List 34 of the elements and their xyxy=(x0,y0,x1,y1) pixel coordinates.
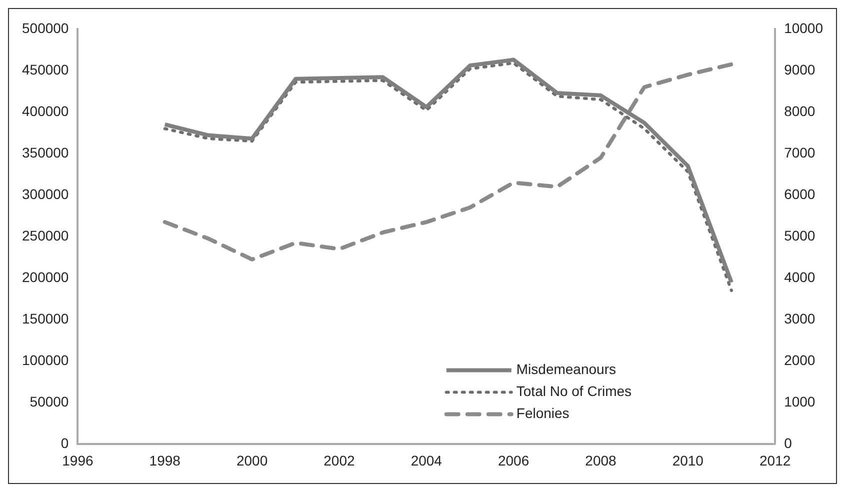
y2-tick-label: 10000 xyxy=(784,20,824,36)
y-tick-label: 350000 xyxy=(22,144,69,160)
x-tick-label: 2004 xyxy=(410,452,442,468)
y2-tick-label: 6000 xyxy=(784,186,816,202)
x-tick-label: 1998 xyxy=(149,452,181,468)
legend-label: Felonies xyxy=(516,405,570,422)
y-tick-label: 200000 xyxy=(22,268,69,285)
y-tick-label: 400000 xyxy=(22,102,69,119)
legend-label: Misdemeanours xyxy=(516,361,616,378)
y-tick-label: 500000 xyxy=(22,20,69,36)
x-tick-label: 2002 xyxy=(324,452,356,468)
y2-tick-label: 0 xyxy=(784,435,792,452)
y2-tick-label: 1000 xyxy=(784,394,816,410)
x-tick-label: 2006 xyxy=(498,452,530,468)
x-tick-label: 2010 xyxy=(672,452,704,468)
x-tick-label: 2012 xyxy=(759,452,791,468)
y-tick-label: 50000 xyxy=(30,394,69,410)
y2-tick-label: 5000 xyxy=(784,227,816,244)
y2-tick-label: 4000 xyxy=(784,268,816,285)
legend-label: Total No of Crimes xyxy=(516,383,632,400)
x-tick-label: 2008 xyxy=(585,452,617,468)
y-tick-label: 450000 xyxy=(22,61,69,78)
y2-tick-label: 9000 xyxy=(784,61,816,78)
y-tick-label: 300000 xyxy=(22,186,69,202)
y-tick-label: 0 xyxy=(60,435,69,452)
x-tick-label: 1996 xyxy=(62,452,94,468)
x-tick-label: 2000 xyxy=(236,452,268,468)
y2-tick-label: 8000 xyxy=(784,102,816,119)
y-tick-label: 250000 xyxy=(22,227,69,244)
y2-tick-label: 7000 xyxy=(784,144,816,160)
y-tick-label: 150000 xyxy=(22,310,69,326)
y2-tick-label: 2000 xyxy=(784,352,816,368)
y2-tick-label: 3000 xyxy=(784,310,816,326)
y-tick-label: 100000 xyxy=(22,352,69,368)
